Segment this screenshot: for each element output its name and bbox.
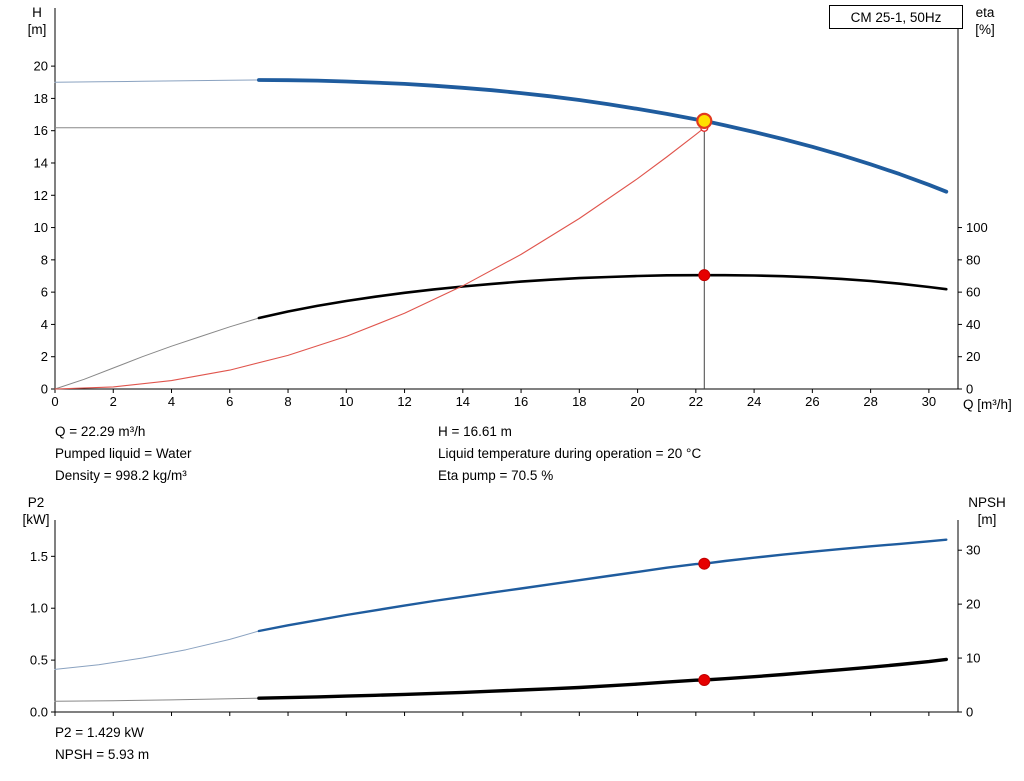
duty-info-right-column: H = 16.61 m Liquid temperature during op…: [438, 421, 701, 487]
npsh-duty-marker: [698, 674, 711, 687]
y-right-tick-label: 0: [966, 705, 973, 720]
y-left-tick-label: 0.0: [30, 705, 48, 720]
p2-axis-title: P2 [kW]: [14, 494, 58, 528]
p2-curve-extension: [54, 630, 260, 670]
y-left-tick-label: 1.0: [30, 601, 48, 616]
npsh-axis-title: NPSH [m]: [958, 494, 1016, 528]
npsh-axis-title-unit: [m]: [977, 512, 997, 527]
info-line-flow: Q = 22.29 m³/h: [55, 424, 146, 439]
p2-duty-marker: [698, 557, 711, 570]
x-tick-label: 24: [747, 394, 761, 409]
p2-axis-title-symbol: P2: [27, 495, 45, 510]
head-axis-title-symbol: H: [32, 5, 42, 20]
x-tick-label: 28: [863, 394, 877, 409]
info-line-temperature: Liquid temperature during operation = 20…: [438, 446, 702, 461]
x-tick-label: 26: [805, 394, 819, 409]
eta-curve: [257, 273, 948, 320]
y-right-tick-label: 10: [966, 651, 980, 666]
x-tick-label: 30: [922, 394, 936, 409]
y-left-tick-label: 10: [34, 220, 48, 235]
eta-duty-marker: [698, 269, 711, 282]
y-left-tick-label: 18: [34, 91, 48, 106]
eta-axis-title-unit: [%]: [975, 22, 995, 37]
head-axis-title-unit: [m]: [27, 22, 47, 37]
x-tick-label: 22: [689, 394, 703, 409]
info-line-p2: P2 = 1.429 kW: [55, 725, 144, 740]
y-left-tick-label: 0.5: [30, 653, 48, 668]
pump-model-legend: CM 25-1, 50Hz: [829, 5, 963, 29]
y-right-tick-label: 80: [966, 252, 980, 267]
x-tick-label: 16: [514, 394, 528, 409]
npsh-curve: [257, 657, 948, 700]
x-tick-label: 2: [110, 394, 117, 409]
y-left-tick-label: 4: [41, 317, 48, 332]
y-right-tick-label: 60: [966, 285, 980, 300]
y-left-tick-label: 16: [34, 123, 48, 138]
y-left-tick-label: 0: [41, 382, 48, 397]
y-right-tick-label: 20: [966, 349, 980, 364]
p2-curve: [257, 538, 948, 633]
info-line-head: H = 16.61 m: [438, 424, 512, 439]
npsh-axis-title-symbol: NPSH: [968, 495, 1006, 510]
duty-info-left-column: Q = 22.29 m³/h Pumped liquid = Water Den…: [55, 421, 191, 487]
y-right-tick-label: 100: [966, 220, 988, 235]
head-curve-extension: [54, 79, 260, 83]
info-line-liquid: Pumped liquid = Water: [55, 446, 192, 461]
y-left-tick-label: 6: [41, 285, 48, 300]
power-npsh-info: P2 = 1.429 kW NPSH = 5.93 m: [55, 722, 149, 766]
eta-curve-extension: [54, 317, 260, 390]
y-left-tick-label: 14: [34, 155, 48, 170]
info-line-density: Density = 998.2 kg/m³: [55, 468, 187, 483]
info-line-eta: Eta pump = 70.5 %: [438, 468, 554, 483]
qh-eta-chart: 0 2 4 6 8 10 12 14 16 18 20 22 24 26 28 300246810121416…: [34, 8, 988, 409]
y-left-tick-label: 12: [34, 188, 48, 203]
y-right-tick-label: 40: [966, 317, 980, 332]
system-curve: [54, 127, 705, 390]
x-tick-label: 4: [168, 394, 175, 409]
x-tick-label: 6: [226, 394, 233, 409]
info-line-npsh: NPSH = 5.93 m: [55, 747, 150, 762]
head-curve: [257, 78, 949, 194]
duty-point-marker: [696, 112, 713, 129]
x-tick-label: 12: [397, 394, 411, 409]
x-tick-label: 0: [51, 394, 58, 409]
y-left-tick-label: 8: [41, 252, 48, 267]
head-axis-title: H [m]: [16, 4, 58, 38]
eta-axis-title-symbol: eta: [975, 5, 995, 20]
y-right-tick-label: 20: [966, 597, 980, 612]
npsh-curve-extension: [54, 697, 260, 702]
x-tick-label: 18: [572, 394, 586, 409]
flow-axis-title: Q [m³/h]: [963, 397, 1012, 412]
x-tick-label: 8: [284, 394, 291, 409]
y-left-tick-label: 2: [41, 349, 48, 364]
x-tick-label: 14: [456, 394, 470, 409]
y-right-tick-label: 30: [966, 543, 980, 558]
y-right-tick-label: 0: [966, 382, 973, 397]
x-tick-label: 20: [630, 394, 644, 409]
p2-axis-title-unit: [kW]: [22, 512, 50, 527]
y-left-tick-label: 1.5: [30, 549, 48, 564]
x-tick-label: 10: [339, 394, 353, 409]
eta-axis-title: eta [%]: [962, 4, 1008, 38]
p2-npsh-chart: 0.0 0.5 1.0 1.5 0 10 20 30: [30, 520, 980, 720]
y-left-tick-label: 20: [34, 59, 48, 74]
